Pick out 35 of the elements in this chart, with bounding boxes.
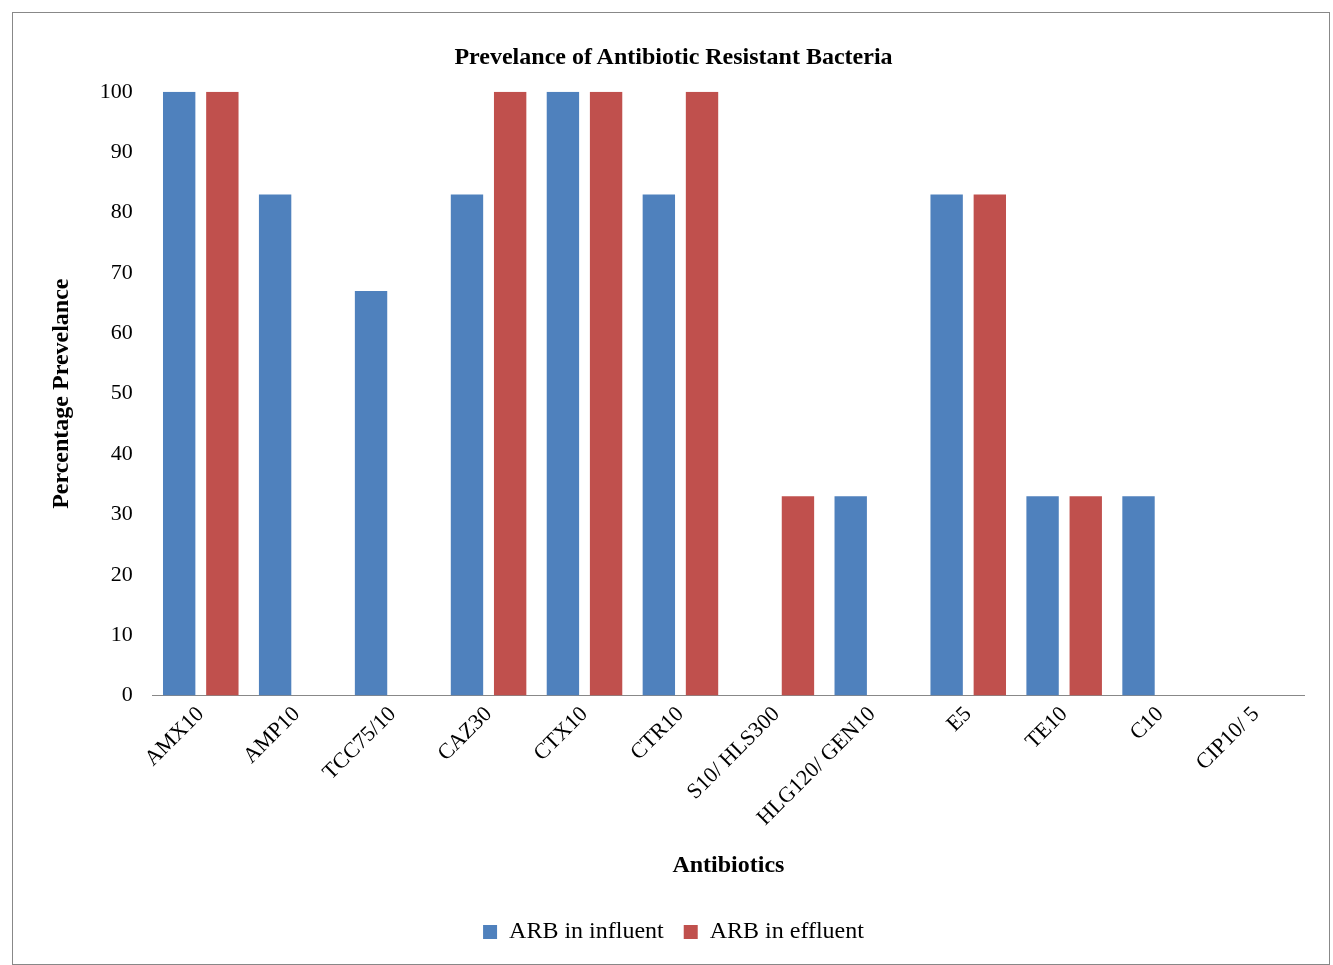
bar [589, 91, 623, 696]
legend-label: ARB in influent [509, 917, 665, 944]
bar [206, 91, 239, 696]
bar [930, 194, 963, 696]
bar [546, 91, 580, 696]
y-tick-label: 10 [110, 620, 133, 646]
y-tick-label: 30 [110, 500, 133, 526]
y-tick-label: 80 [110, 198, 133, 224]
bar [685, 91, 719, 696]
y-tick-label: 70 [110, 258, 133, 284]
y-tick-label: 50 [110, 379, 133, 405]
x-tick-label: E5 [940, 700, 976, 736]
bar [1026, 496, 1059, 696]
y-tick-label: 0 [121, 681, 133, 707]
y-tick-label: 40 [110, 439, 133, 465]
bar [258, 194, 292, 696]
bar [781, 496, 815, 696]
y-axis-title: Percentage Prevelance [46, 278, 73, 509]
y-tick-label: 60 [110, 319, 133, 345]
x-axis-title: Antibiotics [672, 850, 785, 877]
y-tick-label: 100 [99, 77, 133, 103]
bar [973, 194, 1007, 696]
bar [354, 291, 388, 696]
x-tick-label: C10 [1124, 700, 1168, 745]
legend-label: ARB in effluent [709, 917, 865, 944]
bar [834, 496, 867, 696]
bar [1069, 496, 1102, 696]
chart-title: Prevelance of Antibiotic Resistant Bacteria [454, 42, 893, 69]
bar [450, 194, 484, 696]
y-tick-label: 90 [110, 137, 133, 163]
bar [642, 194, 676, 696]
bar [493, 91, 527, 696]
y-tick-label: 20 [110, 560, 133, 586]
bar [162, 91, 196, 696]
bar [1122, 496, 1155, 696]
